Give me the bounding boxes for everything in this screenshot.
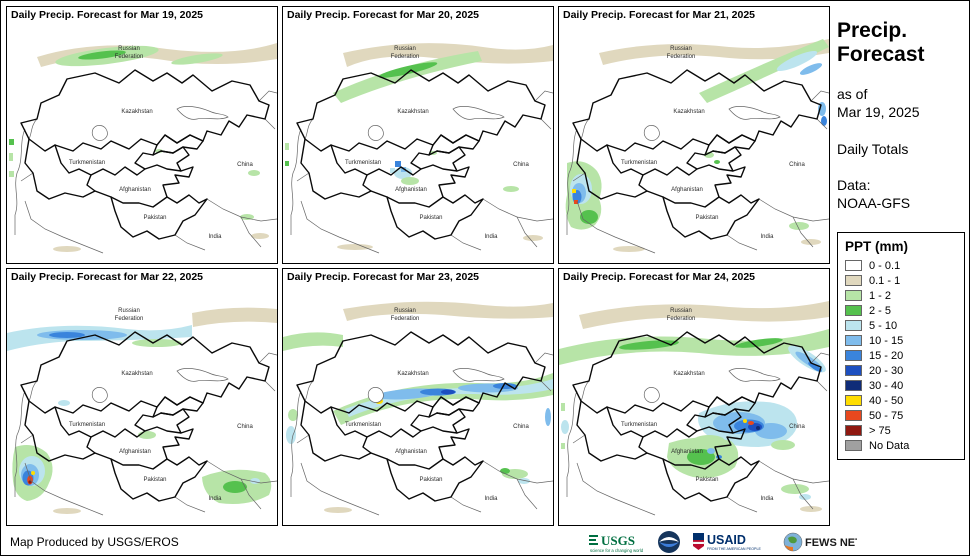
- legend-item: 0.1 - 1: [845, 274, 957, 287]
- legend-item: 40 - 50: [845, 394, 957, 407]
- legend-item: 10 - 15: [845, 334, 957, 347]
- usaid-logo-text: USAID: [707, 533, 746, 547]
- legend-item-label: 50 - 75: [869, 409, 904, 422]
- legend-item: 5 - 10: [845, 319, 957, 332]
- data-source-label: Data:: [837, 176, 871, 193]
- legend-item-label: 10 - 15: [869, 334, 904, 347]
- asof-block: as of Mar 19, 2025: [837, 85, 965, 121]
- legend-items: 0 - 0.1 0.1 - 1 1 - 2 2 - 5 5 - 10 10 - 15 15 …: [845, 259, 957, 452]
- fewsnet-logo-text: FEWS NET: [805, 537, 857, 549]
- legend-item-label: 30 - 40: [869, 379, 904, 392]
- map-canvas-mar22: [7, 307, 277, 516]
- asof-label: as of: [837, 86, 868, 103]
- legend-swatch: [845, 425, 862, 437]
- map-panel-mar23: Daily Precip. Forecast for Mar 23, 2025: [282, 268, 554, 526]
- precip-layer: [559, 301, 829, 512]
- legend-swatch: [845, 440, 862, 452]
- map-canvas-mar20: [285, 43, 553, 254]
- legend-item-label: 15 - 20: [869, 349, 904, 362]
- maps-grid: Daily Precip. Forecast for Mar 19, 2025: [6, 6, 830, 526]
- legend-swatch: [845, 410, 862, 422]
- panel-title: Daily Precip. Forecast for Mar 20, 2025: [287, 9, 480, 21]
- legend-swatch: [845, 380, 862, 392]
- map-panel-mar24: Daily Precip. Forecast for Mar 24, 2025: [558, 268, 830, 526]
- legend-swatch: [845, 395, 862, 407]
- usgs-logo: USGS science for a changing world: [589, 533, 644, 553]
- usgs-logo-text: USGS: [601, 533, 635, 548]
- data-source-value: NOAA-GFS: [837, 195, 911, 212]
- legend-item: 20 - 30: [845, 364, 957, 377]
- map-panel-mar21: Daily Precip. Forecast for Mar 21, 2025: [558, 6, 830, 264]
- usaid-logo-tagline: FROM THE AMERICAN PEOPLE: [707, 547, 761, 551]
- legend-item: 1 - 2: [845, 289, 957, 302]
- legend-swatch: [845, 320, 862, 332]
- panel-title: Daily Precip. Forecast for Mar 24, 2025: [563, 271, 756, 283]
- map-canvas-mar24: [559, 301, 829, 516]
- sidebar-title-line1: Precip.: [837, 19, 908, 42]
- legend-item-label: 5 - 10: [869, 319, 898, 332]
- legend: PPT (mm) 0 - 0.1 0.1 - 1 1 - 2 2 - 5 5 - 10 1…: [837, 232, 965, 461]
- legend-title: PPT (mm): [845, 239, 909, 255]
- legend-item-label: 2 - 5: [869, 304, 892, 317]
- usgs-logo-tagline: science for a changing world: [590, 548, 644, 553]
- legend-swatch: [845, 260, 862, 272]
- legend-item: 30 - 40: [845, 379, 957, 392]
- legend-swatch: [845, 350, 862, 362]
- usaid-shield-top: [693, 533, 704, 540]
- legend-item-label: 20 - 30: [869, 364, 904, 377]
- legend-item: 15 - 20: [845, 349, 957, 362]
- map-panel-mar19: Daily Precip. Forecast for Mar 19, 2025: [6, 6, 278, 264]
- sidebar-title-line2: Forecast: [837, 43, 925, 67]
- legend-item: > 75: [845, 424, 957, 437]
- legend-item-label: 0.1 - 1: [869, 274, 901, 287]
- legend-item-label: No Data: [869, 439, 910, 452]
- panel-title: Daily Precip. Forecast for Mar 23, 2025: [287, 271, 480, 283]
- sidebar-title: Precip. Forecast: [837, 19, 965, 67]
- footer-logos: USGS science for a changing world USAID …: [589, 529, 857, 555]
- usaid-logo: USAID FROM THE AMERICAN PEOPLE: [693, 533, 761, 551]
- map-canvas-mar19: [9, 43, 277, 254]
- noaa-seabird-shape: [659, 537, 679, 542]
- map-panel-mar20: Daily Precip. Forecast for Mar 20, 2025: [282, 6, 554, 264]
- noaa-logo: [658, 531, 680, 553]
- precip-layer: [565, 39, 829, 252]
- legend-item: 50 - 75: [845, 409, 957, 422]
- legend-item-label: 1 - 2: [869, 289, 892, 302]
- legend-item-label: 0 - 0.1: [869, 259, 901, 272]
- legend-swatch: [845, 275, 862, 287]
- legend-swatch: [845, 305, 862, 317]
- legend-swatch: [845, 335, 862, 347]
- fewsnet-logo: FEWS NET: [783, 532, 857, 552]
- attribution: Map Produced by USGS/EROS: [10, 535, 179, 549]
- legend-swatch: [845, 290, 862, 302]
- precip-layer: [7, 307, 277, 514]
- legend-item: 2 - 5: [845, 304, 957, 317]
- legend-swatch: [845, 365, 862, 377]
- panel-title: Daily Precip. Forecast for Mar 21, 2025: [563, 9, 756, 21]
- legend-item: No Data: [845, 439, 957, 452]
- daily-totals-label: Daily Totals: [837, 140, 909, 157]
- sidebar: Precip. Forecast as of Mar 19, 2025 Dail…: [837, 19, 965, 461]
- legend-item-label: > 75: [869, 424, 891, 437]
- panel-title: Daily Precip. Forecast for Mar 22, 2025: [11, 271, 204, 283]
- precip-layer: [9, 43, 277, 252]
- map-canvas-mar21: [565, 39, 829, 254]
- panel-title: Daily Precip. Forecast for Mar 19, 2025: [11, 9, 204, 21]
- legend-item-label: 40 - 50: [869, 394, 904, 407]
- legend-item: 0 - 0.1: [845, 259, 957, 272]
- precip-layer: [283, 301, 553, 513]
- map-canvas-mar23: [283, 301, 553, 516]
- map-panel-mar22: Daily Precip. Forecast for Mar 22, 2025: [6, 268, 278, 526]
- asof-date: Mar 19, 2025: [837, 104, 920, 121]
- data-source-block: Data: NOAA-GFS: [837, 176, 965, 212]
